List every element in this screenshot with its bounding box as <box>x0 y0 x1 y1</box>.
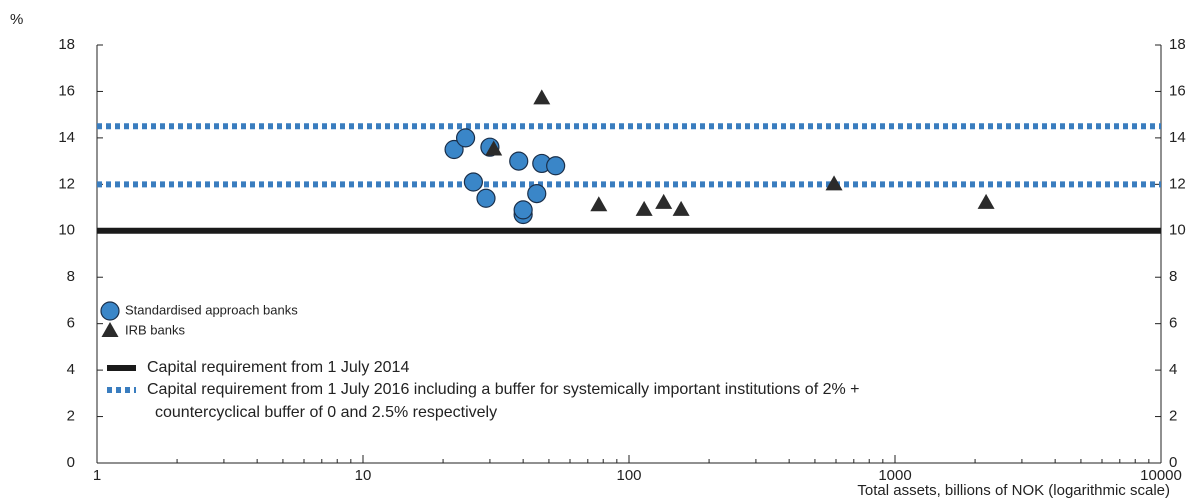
y2-tick-label: 16 <box>1169 82 1186 99</box>
y2-tick-label: 4 <box>1169 361 1177 378</box>
y-tick-label: 10 <box>58 222 75 239</box>
y-tick-label: 16 <box>58 82 75 99</box>
y-tick-label: 4 <box>67 361 75 378</box>
legend-label: IRB banks <box>125 322 185 337</box>
y-unit: % <box>10 11 23 28</box>
x-tick-label: 10000 <box>1140 467 1182 484</box>
y-tick-label: 2 <box>67 408 75 425</box>
y2-tick-label: 12 <box>1169 175 1186 192</box>
y2-tick-label: 6 <box>1169 315 1177 332</box>
x-tick-label: 100 <box>616 467 641 484</box>
y-tick-label: 0 <box>67 454 75 471</box>
point <box>485 140 503 156</box>
legend-label: Capital requirement from 1 July 2014 <box>147 359 410 376</box>
point <box>672 200 690 216</box>
x-tick-label: 1000 <box>878 467 911 484</box>
point <box>546 156 566 176</box>
legend-marker <box>101 322 119 337</box>
point <box>977 193 995 209</box>
point <box>590 196 608 212</box>
x-axis-label: Total assets, billions of NOK (logarithm… <box>857 482 1170 498</box>
point <box>509 151 529 171</box>
point <box>513 200 533 220</box>
y2-tick-label: 18 <box>1169 36 1186 53</box>
point <box>825 175 843 191</box>
y-tick-label: 6 <box>67 315 75 332</box>
y-tick-label: 12 <box>58 175 75 192</box>
x-tick-label: 10 <box>355 467 372 484</box>
y2-tick-label: 2 <box>1169 408 1177 425</box>
legend-label: Standardised approach banks <box>125 302 298 317</box>
y2-tick-label: 0 <box>1169 454 1177 471</box>
point <box>455 128 476 148</box>
y2-tick-label: 10 <box>1169 222 1186 239</box>
x-tick-label: 1 <box>93 467 101 484</box>
point <box>635 200 653 216</box>
y2-tick-label: 14 <box>1169 129 1186 146</box>
point <box>533 89 551 105</box>
y-tick-label: 18 <box>58 36 75 53</box>
legend-marker <box>100 301 120 321</box>
point <box>655 193 673 209</box>
legend-label: Capital requirement from 1 July 2016 inc… <box>147 381 860 421</box>
y2-tick-label: 8 <box>1169 268 1177 285</box>
y-tick-label: 8 <box>67 268 75 285</box>
point <box>463 172 483 192</box>
point <box>444 139 464 160</box>
point <box>476 188 496 208</box>
y-tick-label: 14 <box>58 129 75 146</box>
point <box>527 184 547 204</box>
